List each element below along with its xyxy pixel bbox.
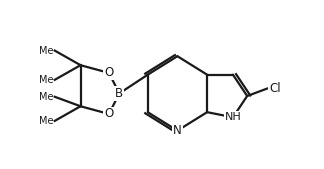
Text: Me: Me	[39, 92, 53, 102]
Text: Me: Me	[39, 46, 53, 56]
Text: Cl: Cl	[269, 82, 281, 95]
Text: NH: NH	[225, 112, 241, 122]
Text: O: O	[104, 66, 114, 79]
Text: Me: Me	[39, 116, 53, 126]
Text: Me: Me	[39, 75, 53, 85]
Text: N: N	[173, 124, 182, 137]
Text: O: O	[104, 107, 114, 120]
Text: B: B	[115, 87, 123, 100]
